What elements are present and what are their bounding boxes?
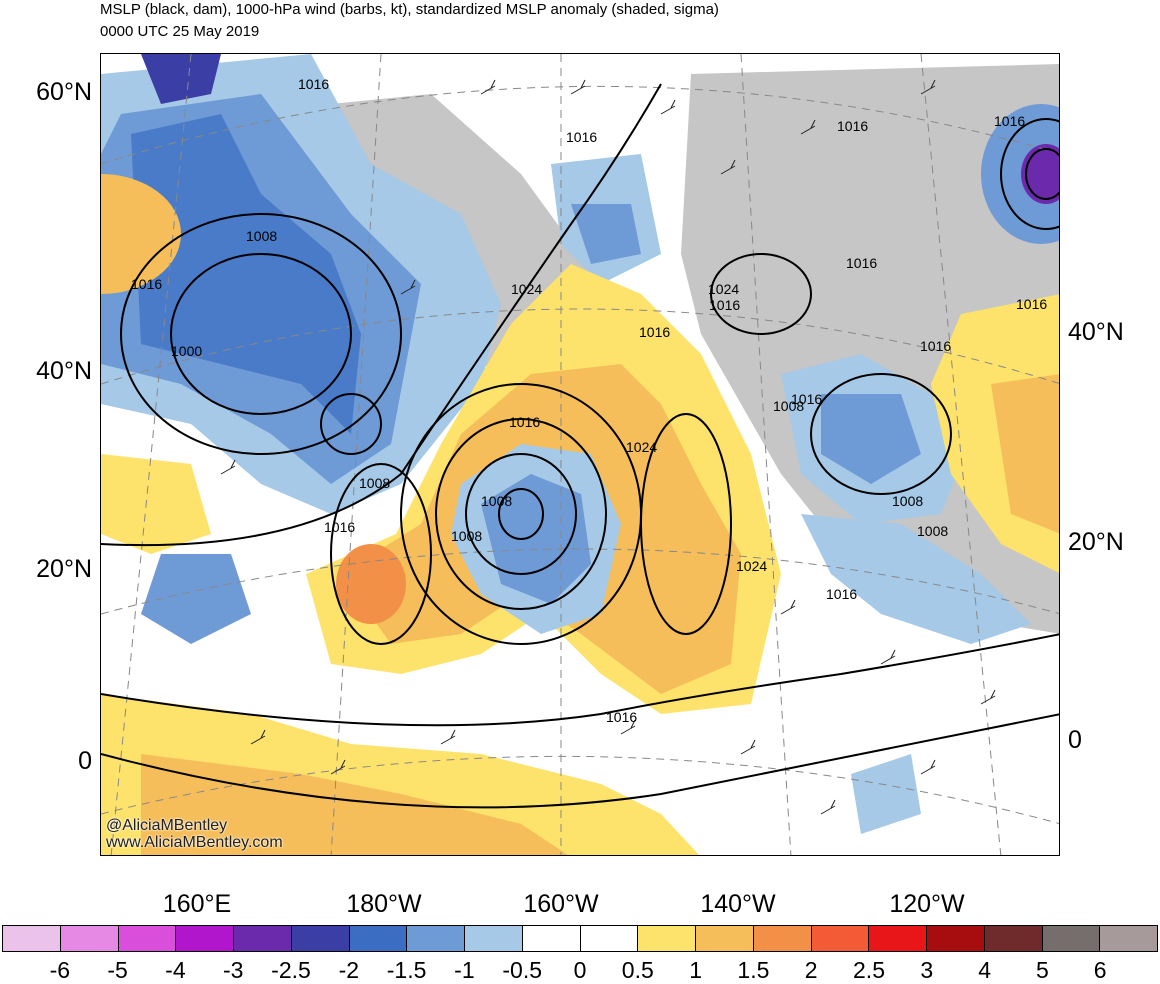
contour-label: 1016 bbox=[606, 709, 637, 725]
colorbar-swatch bbox=[927, 926, 985, 951]
colorbar-swatch bbox=[118, 926, 177, 951]
contour-label: 1008 bbox=[917, 523, 948, 539]
colorbar-tick-label: -1.5 bbox=[386, 957, 427, 983]
colorbar-swatch bbox=[638, 926, 696, 951]
map-panel: 1016 1016 1016 1008 1016 1000 1008 1016 1008 1016… bbox=[100, 53, 1060, 856]
contour-label: 1016 bbox=[920, 338, 951, 354]
contour-label: 1016 bbox=[826, 586, 857, 602]
colorbar-tick-label: 0 bbox=[573, 957, 587, 983]
colorbar-tick-label: -2 bbox=[338, 957, 360, 983]
colorbar-tick-label: 4 bbox=[978, 957, 991, 983]
contour-label: 1016 bbox=[1016, 296, 1047, 312]
contour-label: 1008 bbox=[246, 228, 277, 244]
colorbar bbox=[2, 925, 1158, 952]
colorbar-tick-label: 2 bbox=[804, 957, 818, 983]
colorbar-tick-label: -6 bbox=[49, 957, 71, 983]
colorbar-tick-label: -0.5 bbox=[502, 957, 543, 983]
colorbar-swatch bbox=[1042, 926, 1101, 951]
contour-label: 1016 bbox=[709, 297, 740, 313]
colorbar-swatch bbox=[522, 926, 581, 951]
lat-label-left-20n: 20°N bbox=[36, 555, 92, 583]
colorbar-swatch bbox=[753, 926, 812, 951]
lon-label-160e: 160°E bbox=[162, 890, 232, 918]
lat-label-right-0: 0 bbox=[1068, 726, 1082, 754]
colorbar-tick-label: -2.5 bbox=[271, 957, 311, 983]
colorbar-tick-label: -4 bbox=[165, 957, 186, 983]
lon-label-120w: 120°W bbox=[889, 890, 965, 918]
lat-label-left-0: 0 bbox=[78, 747, 92, 775]
map-canvas: 1016101610161008101610001008101610081016… bbox=[101, 54, 1059, 855]
colorbar-swatch bbox=[3, 926, 61, 951]
colorbar-swatch bbox=[869, 926, 927, 951]
contour-label: 1016 bbox=[639, 324, 670, 340]
contour-labels: 1016101610161008101610001008101610081016… bbox=[131, 76, 1047, 725]
contour-label: 1024 bbox=[511, 281, 542, 297]
colorbar-swatch bbox=[349, 926, 408, 951]
colorbar-swatch bbox=[465, 926, 523, 951]
colorbar-tick-label: 5 bbox=[1035, 957, 1049, 983]
lon-label-180w: 180°W bbox=[346, 890, 422, 918]
anomaly-shading bbox=[101, 54, 1059, 855]
lat-label-right-20n: 20°N bbox=[1068, 528, 1124, 556]
colorbar-swatch bbox=[696, 926, 754, 951]
lon-label-160w: 160°W bbox=[523, 890, 599, 918]
lon-label-140w: 140°W bbox=[700, 890, 776, 918]
contour-label: 1024 bbox=[736, 558, 767, 574]
colorbar-tick-label: -5 bbox=[107, 957, 128, 983]
contour-label: 1016 bbox=[131, 276, 162, 292]
valid-time: 0000 UTC 25 May 2019 bbox=[100, 23, 260, 40]
colorbar-swatch bbox=[60, 926, 119, 951]
contour-label: 1000 bbox=[171, 343, 202, 359]
colorbar-tick-label: 1 bbox=[689, 957, 702, 983]
map-title: MSLP (black, dam), 1000-hPa wind (barbs,… bbox=[100, 1, 719, 18]
graticule bbox=[101, 54, 1059, 855]
contour-label: 1016 bbox=[791, 391, 822, 407]
colorbar-swatch bbox=[1100, 926, 1157, 951]
contour-label: 1016 bbox=[298, 76, 329, 92]
isobars bbox=[101, 83, 1059, 809]
contour-label: 1016 bbox=[509, 414, 540, 430]
colorbar-swatch bbox=[176, 926, 234, 951]
contour-label: 1016 bbox=[846, 255, 877, 271]
colorbar-swatch bbox=[580, 926, 639, 951]
colorbar-tick-label: 0.5 bbox=[621, 957, 654, 983]
contour-label: 1008 bbox=[773, 398, 804, 414]
colorbar-tick-label: 2.5 bbox=[853, 957, 885, 983]
colorbar-tick-label: 6 bbox=[1093, 957, 1107, 983]
contour-label: 1016 bbox=[837, 118, 868, 134]
colorbar-swatch bbox=[407, 926, 465, 951]
contour-label: 1024 bbox=[708, 281, 739, 297]
lat-label-left-60n: 60°N bbox=[36, 78, 92, 106]
wind-barbs bbox=[220, 79, 996, 815]
credit-website: www.AliciaMBentley.com bbox=[106, 834, 283, 851]
colorbar-tick-label: 1.5 bbox=[737, 957, 770, 983]
colorbar-swatch bbox=[234, 926, 292, 951]
colorbar-tick-label: -3 bbox=[222, 957, 244, 983]
contour-label: 1008 bbox=[359, 475, 390, 491]
credit-handle: @AliciaMBentley bbox=[106, 817, 228, 834]
colorbar-tick-label: 3 bbox=[920, 957, 934, 983]
colorbar-swatch bbox=[984, 926, 1043, 951]
contour-label: 1016 bbox=[994, 113, 1025, 129]
colorbar-swatch bbox=[291, 926, 350, 951]
contour-label: 1008 bbox=[892, 493, 923, 509]
contour-label: 1024 bbox=[626, 439, 657, 455]
colorbar-swatch bbox=[811, 926, 870, 951]
contour-label: 1016 bbox=[566, 129, 597, 145]
contour-label: 1016 bbox=[324, 519, 355, 535]
colorbar-tick-label: -1 bbox=[454, 957, 475, 983]
contour-label: 1008 bbox=[481, 493, 512, 509]
lat-label-right-40n: 40°N bbox=[1068, 318, 1124, 346]
lat-label-left-40n: 40°N bbox=[36, 357, 92, 385]
contour-label: 1008 bbox=[451, 528, 482, 544]
